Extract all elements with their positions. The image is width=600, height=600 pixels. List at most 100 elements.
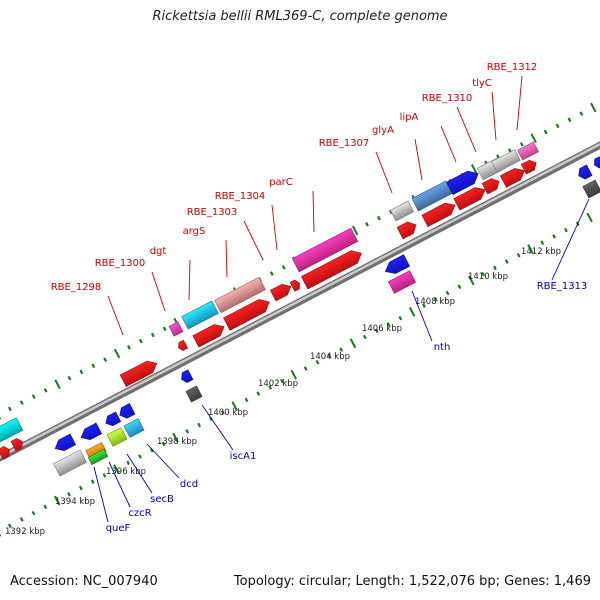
outer-row-tick	[91, 363, 96, 369]
leader-RBE_1313	[551, 198, 590, 281]
inner-row-tick	[102, 473, 107, 478]
gene-czcR-o	[85, 442, 107, 460]
inner-row-tick	[256, 391, 261, 396]
inner-row-tick	[280, 378, 284, 384]
scale-label: 1410 kbp	[468, 272, 508, 282]
inner-row-tick	[504, 259, 509, 264]
label-RBE_1304: RBE_1304	[215, 191, 266, 202]
label-iscA1: iscA1	[230, 451, 257, 462]
label-tlyC: tlyC	[472, 78, 492, 89]
inner-row-tick	[362, 334, 367, 340]
inner-row-tick	[43, 504, 48, 510]
gene-parC	[291, 227, 359, 273]
outer-row-tick	[519, 142, 524, 147]
inner-row-tick	[349, 338, 357, 349]
inner-row-tick	[564, 227, 568, 233]
inner-row-tick	[445, 290, 450, 296]
label-secB: secB	[150, 494, 174, 505]
outer-row-tick	[590, 102, 597, 113]
inner-row-tick	[126, 460, 131, 466]
label-dgt: dgt	[150, 246, 167, 257]
scale-label: 1392 kbp	[5, 527, 45, 537]
outer-row-tick	[281, 265, 286, 270]
outer-row-tick	[351, 225, 359, 236]
gene-iscA1	[185, 385, 203, 403]
label-argS: argS	[183, 226, 206, 237]
gene-glyA	[411, 180, 453, 212]
leader-czcR	[108, 461, 131, 508]
inner-row-tick	[408, 306, 416, 317]
inner-row-tick	[290, 369, 298, 380]
scale-label: 1408 kbp	[415, 297, 455, 307]
leader-argS	[225, 239, 228, 278]
inner-row-tick	[339, 347, 344, 352]
inner-row-tick	[527, 244, 534, 254]
accession-text: Accession: NC_007940	[10, 574, 158, 589]
inner-row-tick	[231, 401, 238, 412]
inner-row-tick	[90, 479, 95, 484]
inner-row-tick	[516, 252, 521, 258]
gene-rbe1303	[269, 283, 292, 302]
leader-RBE_1303	[243, 220, 264, 261]
gene-parC-arrow	[300, 250, 362, 290]
inner-row-tick	[315, 359, 320, 365]
gene-queF2	[80, 422, 103, 441]
inner-row-tick	[398, 315, 403, 321]
leader-parC	[312, 190, 315, 233]
inner-row-tick	[7, 523, 12, 528]
gene-lipA-arrow	[453, 187, 486, 211]
scale-label: 1398 kbp	[157, 437, 197, 447]
outer-row-tick	[79, 369, 84, 375]
outer-row-tick	[555, 123, 560, 129]
scale-label: 1406 kbp	[362, 324, 402, 334]
leader-nth	[411, 290, 433, 342]
inner-row-tick	[457, 284, 462, 289]
gene-secB-b	[119, 403, 136, 419]
label-RBE_1310: RBE_1310	[422, 93, 473, 104]
gene-left-red	[0, 446, 10, 460]
inner-row-tick	[386, 322, 391, 327]
leader-RBE_1312	[516, 75, 523, 131]
label-dcd: dcd	[180, 479, 198, 490]
label-lipA: lipA	[400, 112, 419, 123]
gene-rbe1310-arrow	[481, 178, 500, 195]
leader-iscA1	[201, 404, 234, 451]
gene-rbe1307	[389, 200, 415, 222]
leader-queF	[93, 466, 109, 523]
scale-label: 1404 kbp	[310, 352, 350, 362]
outer-row-tick	[67, 375, 72, 381]
gene-left-red2	[10, 438, 23, 452]
label-nth: nth	[434, 342, 451, 353]
inner-row-tick	[161, 441, 166, 447]
outer-row-tick	[19, 400, 24, 405]
inner-row-tick	[493, 265, 497, 271]
outer-row-tick	[8, 406, 12, 412]
gene-queF-box	[53, 449, 87, 477]
inner-row-tick	[53, 495, 61, 506]
outer-row-tick	[377, 215, 381, 221]
gene-features	[0, 141, 600, 477]
backbone-highlight	[0, 142, 600, 459]
gene-lipA	[446, 170, 479, 196]
inner-row-tick	[78, 485, 83, 491]
tick-rows	[0, 102, 597, 537]
gene-edge-blue	[594, 156, 600, 169]
label-RBE_1303: RBE_1303	[187, 207, 238, 218]
leader-secB	[126, 453, 153, 494]
gene-dcd	[123, 418, 145, 438]
inner-row-tick	[244, 397, 249, 403]
inner-row-tick	[197, 422, 202, 428]
gene-tlyC-arrow	[499, 168, 526, 188]
scale-label: 1402 kbp	[258, 379, 298, 389]
scale-label: 1400 kbp	[208, 408, 248, 418]
gene-rbe1312-arrow	[520, 159, 537, 175]
gene-czcR-b	[105, 411, 122, 427]
gene-left-cyan	[0, 417, 24, 443]
outer-row-tick	[138, 338, 143, 344]
inner-row-tick	[540, 240, 545, 245]
gene-secB	[106, 427, 128, 447]
gene-small-a	[178, 339, 189, 351]
inner-row-tick	[185, 429, 190, 434]
outer-row-tick	[150, 332, 155, 338]
